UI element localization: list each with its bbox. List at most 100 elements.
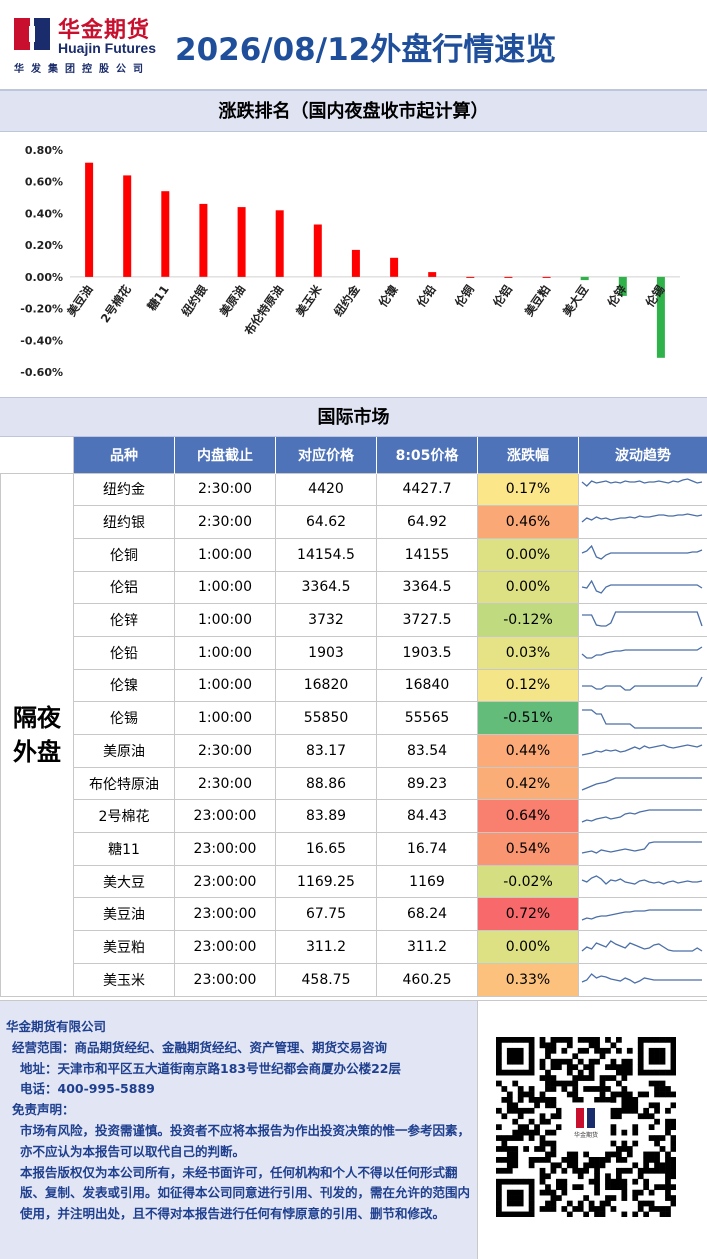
qr-code-panel: 华金期货 [477, 1001, 707, 1259]
bar-伦铝 [504, 276, 513, 278]
cell-name: 布伦特原油 [73, 766, 175, 801]
table-row: 纽约银 2:30:00 64.62 64.92 0.46% [1, 505, 707, 539]
cell-trend-sparkline [578, 962, 707, 997]
bar-美豆粕 [542, 276, 551, 278]
table-row: 伦铜 1:00:00 14154.5 14155 0.00% [1, 537, 707, 572]
cell-close-time: 23:00:00 [174, 962, 276, 997]
trend-sparkline [581, 841, 702, 854]
cell-change: -0.02% [477, 864, 579, 899]
cell-name: 伦铅 [73, 635, 175, 670]
cell-price-805: 4427.7 [376, 472, 478, 507]
sparkline-path [582, 611, 703, 627]
y-tick-label: 0.20% [25, 239, 63, 252]
y-tick-label: 0.40% [25, 207, 63, 220]
cell-price-805: 64.92 [376, 505, 478, 539]
cell-trend-sparkline [578, 701, 707, 735]
trend-sparkline [581, 544, 703, 560]
ranking-section-title: 涨跌排名（国内夜盘收市起计算） [0, 90, 707, 132]
trend-sparkline [581, 909, 702, 921]
cell-price-805: 83.54 [376, 734, 478, 768]
cell-price: 83.17 [275, 734, 377, 768]
cell-price-805: 16840 [376, 668, 478, 703]
trend-sparkline [581, 744, 703, 756]
cell-change: 0.44% [477, 734, 579, 768]
cell-price: 83.89 [275, 799, 377, 834]
ranking-bar-chart: 0.80% 0.60% 0.40% 0.20% 0.00% -0.20% -0.40% -0.… [20, 144, 680, 379]
table-row: 美原油 2:30:00 83.17 83.54 0.44% [1, 734, 707, 768]
cell-trend-sparkline [578, 635, 707, 670]
logo-english-name: Huajin Futures [58, 40, 157, 56]
x-category-label: 美大豆 [560, 282, 592, 319]
cell-price: 64.62 [275, 505, 377, 539]
cell-change: 0.12% [477, 668, 579, 703]
cell-price-805: 16.74 [376, 832, 478, 866]
cell-change: 0.42% [477, 766, 579, 801]
y-tick-label: -0.20% [20, 303, 63, 316]
bar-布伦特原油 [275, 210, 284, 277]
cell-change: 0.64% [477, 799, 579, 834]
cell-trend-sparkline [578, 570, 707, 605]
y-tick-label: 0.00% [25, 271, 63, 284]
cell-trend-sparkline [578, 505, 707, 539]
sparkline-path [581, 646, 703, 659]
disclaimer-title: 免责声明： [12, 1102, 75, 1118]
x-category-label: 美原油 [217, 283, 248, 319]
header-price-805: 8:05价格 [376, 437, 478, 473]
cell-name: 伦锡 [73, 701, 175, 735]
trend-sparkline [581, 874, 703, 885]
trend-sparkline [581, 513, 703, 523]
cell-price: 67.75 [275, 897, 377, 932]
cell-price: 14154.5 [275, 537, 377, 572]
intl-market-section-title: 国际市场 [0, 397, 707, 437]
sparkline-path [581, 909, 702, 921]
cell-close-time: 1:00:00 [174, 668, 276, 703]
cell-price-805: 1903.5 [376, 635, 478, 670]
sparkline-path [581, 544, 703, 560]
cell-price-805: 3727.5 [376, 603, 478, 637]
cell-price: 3364.5 [275, 570, 377, 605]
table-row: 美豆粕 23:00:00 311.2 311.2 0.00% [1, 930, 707, 964]
table-header-row: 品种 内盘截止 对应价格 8:05价格 涨跌幅 波动趋势 [0, 437, 707, 473]
sparkline-path [581, 478, 703, 488]
trend-sparkline [581, 478, 703, 488]
bar-伦锌 [618, 276, 627, 296]
table-row: 伦铝 1:00:00 3364.5 3364.5 0.00% [1, 570, 707, 605]
x-category-label: 布伦特原油 [241, 283, 286, 339]
cell-close-time: 2:30:00 [174, 766, 276, 801]
sparkline-path [581, 513, 703, 523]
business-scope: 经营范围：商品期货经纪、金融期货经纪、资产管理、期货交易咨询 [12, 1039, 388, 1055]
table-row: 美豆油 23:00:00 67.75 68.24 0.72% [1, 897, 707, 932]
cell-close-time: 2:30:00 [174, 734, 276, 768]
trend-sparkline [581, 972, 702, 984]
table-row: 美大豆 23:00:00 1169.25 1169 -0.02% [1, 864, 707, 899]
sparkline-path [581, 972, 702, 984]
cell-change: 0.00% [477, 570, 579, 605]
side-label-line1: 隔夜 [13, 703, 61, 732]
cell-close-time: 23:00:00 [174, 799, 276, 834]
cell-change: 0.17% [477, 472, 579, 507]
cell-name: 伦锌 [73, 603, 175, 637]
cell-trend-sparkline [578, 832, 707, 866]
cell-price: 4420 [275, 472, 377, 507]
bar-美大豆 [580, 276, 589, 281]
cell-trend-sparkline [578, 537, 707, 572]
trend-sparkline [582, 677, 703, 692]
cell-close-time: 2:30:00 [174, 472, 276, 507]
cell-close-time: 1:00:00 [174, 603, 276, 637]
overnight-foreign-label: 隔夜 外盘 [0, 472, 74, 997]
qr-code-icon: 华金期货 [496, 1037, 676, 1217]
cell-close-time: 23:00:00 [174, 864, 276, 899]
cell-trend-sparkline [578, 472, 707, 507]
cell-price: 55850 [275, 701, 377, 735]
table-row: 伦锡 1:00:00 55850 55565 -0.51% [1, 701, 707, 735]
cell-trend-sparkline [578, 603, 707, 637]
trend-sparkline [582, 709, 702, 729]
bar-美豆油 [85, 162, 94, 277]
cell-change: 0.00% [477, 930, 579, 964]
sparkline-path [581, 744, 703, 756]
table-row: 隔夜 外盘 纽约金 2:30:00 4420 4427.7 0.17% [0, 472, 707, 997]
trend-sparkline [581, 646, 703, 659]
cell-price-805: 55565 [376, 701, 478, 735]
x-category-label: 伦铜 [452, 283, 477, 310]
cell-change: 0.33% [477, 962, 579, 997]
